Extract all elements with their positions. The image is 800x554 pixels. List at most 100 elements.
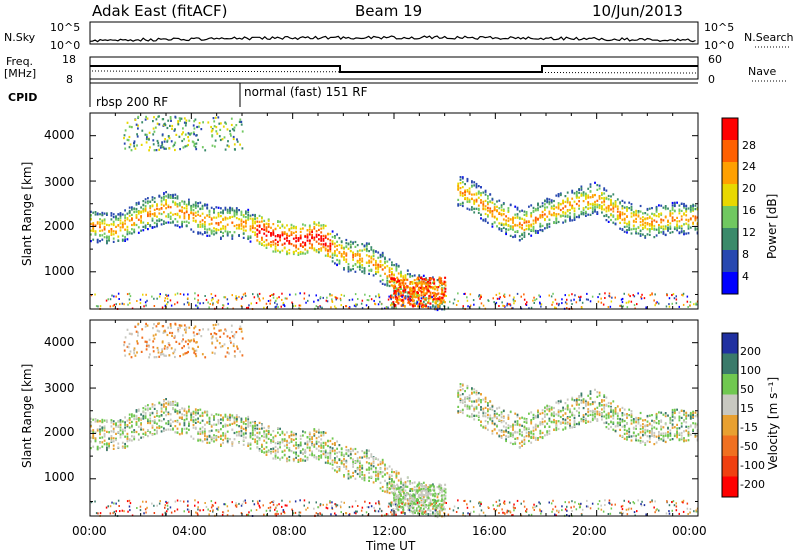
power-echo-cell: [142, 210, 145, 213]
power-echo-cell: [526, 301, 528, 304]
power-echo-cell: [124, 214, 126, 217]
power-echo-cell: [192, 216, 195, 220]
power-echo-cell: [117, 213, 120, 216]
power-echo-cell: [594, 208, 596, 211]
power-echo-cell: [381, 264, 384, 267]
power-echo-cell: [605, 219, 608, 222]
velocity-echo-cell: [311, 443, 313, 447]
power-echo-cell: [144, 226, 147, 229]
power-echo-cell: [184, 145, 187, 148]
power-echo-cell: [566, 191, 569, 194]
power-echo-cell: [277, 224, 279, 227]
velocity-echo-cell: [334, 458, 336, 462]
power-echo-cell: [126, 233, 129, 236]
power-echo-cell: [475, 184, 478, 188]
power-echo-cell: [676, 223, 678, 226]
power-echo-cell: [201, 146, 204, 149]
power-echo-cell: [109, 298, 112, 301]
velocity-echo-cell: [379, 463, 382, 466]
velocity-echo-cell: [121, 433, 124, 436]
power-echo-cell: [630, 203, 633, 206]
power-echo-cell: [550, 199, 553, 202]
power-echo-cell: [432, 278, 435, 281]
power-echo-cell: [616, 218, 619, 221]
power-echo-cell: [400, 270, 402, 273]
power-echo-cell: [667, 229, 669, 232]
power-echo-cell: [185, 119, 188, 122]
velocity-echo-cell: [181, 432, 183, 435]
velocity-echo-cell: [176, 412, 179, 415]
power-echo-cell: [336, 254, 338, 257]
power-echo-cell: [678, 220, 681, 223]
power-echo-cell: [151, 226, 154, 229]
velocity-echo-cell: [112, 444, 115, 447]
power-echo-cell: [581, 301, 584, 304]
nsearch-tick-low: 10^0: [704, 39, 735, 52]
power-echo-cell: [284, 297, 287, 300]
power-echo-cell: [471, 180, 473, 183]
velocity-echo-cell: [375, 468, 377, 471]
power-echo-cell: [553, 211, 555, 215]
velocity-echo-cell: [400, 480, 402, 483]
velocity-echo-cell: [297, 454, 300, 457]
power-echo-cell: [94, 293, 96, 296]
power-echo-cell: [192, 209, 195, 212]
velocity-echo-cell: [247, 425, 250, 428]
velocity-echo-cell: [352, 465, 354, 468]
power-echo-cell: [437, 297, 440, 300]
power-echo-cell: [506, 304, 508, 307]
power-echo-cell: [671, 294, 673, 296]
power-echo-cell: [272, 293, 275, 296]
power-echo-cell: [689, 205, 692, 208]
power-echo-cell: [356, 265, 359, 269]
power-echo-cell: [442, 299, 445, 302]
power-echo-cell: [124, 216, 126, 219]
power-echo-cell: [318, 238, 320, 241]
velocity-echo-cell: [217, 429, 220, 432]
power-echo-cell: [226, 223, 229, 226]
velocity-echo-cell: [256, 427, 259, 430]
power-echo-cell: [299, 244, 302, 247]
power-echo-cell: [586, 292, 588, 295]
power-echo-cell: [487, 203, 489, 206]
velocity-echo-cell: [254, 440, 256, 444]
power-echo-cell: [210, 218, 213, 221]
velocity-echo-cell: [224, 425, 227, 428]
power-echo-cell: [557, 202, 560, 205]
power-echo-cell: [126, 238, 129, 241]
power-echo-cell: [236, 140, 239, 143]
power-echo-cell: [222, 227, 224, 230]
power-echo-cell: [251, 226, 254, 230]
power-echo-cell: [318, 251, 320, 254]
velocity-echo-cell: [220, 434, 222, 437]
velocity-echo-cell: [235, 424, 238, 427]
velocity-echo-cell: [249, 436, 252, 439]
power-echo-cell: [281, 223, 284, 226]
power-echo-cell: [683, 204, 685, 208]
power-echo-cell: [153, 197, 156, 200]
power-echo-cell: [525, 224, 528, 227]
velocity-echo-cell: [363, 451, 366, 454]
power-echo-cell: [128, 231, 131, 234]
power-echo-cell: [437, 304, 440, 307]
power-echo-cell: [370, 257, 373, 260]
power-echo-cell: [190, 212, 193, 215]
power-echo-cell: [421, 287, 424, 290]
power-echo-cell: [404, 289, 407, 292]
velocity-echo-cell: [418, 486, 421, 489]
power-echo-cell: [126, 121, 129, 124]
velocity-echo-cell: [349, 457, 352, 460]
velocity-echo-cell: [356, 457, 359, 460]
velocity-echo-cell: [272, 430, 275, 433]
power-echo-cell: [669, 209, 672, 213]
power-echo-cell: [557, 206, 560, 209]
power-echo-cell: [315, 240, 318, 243]
power-echo-cell: [266, 307, 268, 309]
velocity-echo-cell: [288, 449, 291, 452]
power-echo-cell: [409, 295, 412, 298]
power-echo-cell: [604, 297, 606, 299]
velocity-echo-cell: [482, 398, 485, 401]
power-echo-cell: [664, 208, 667, 211]
power-echo-cell: [157, 141, 160, 144]
power-echo-cell: [432, 286, 435, 289]
